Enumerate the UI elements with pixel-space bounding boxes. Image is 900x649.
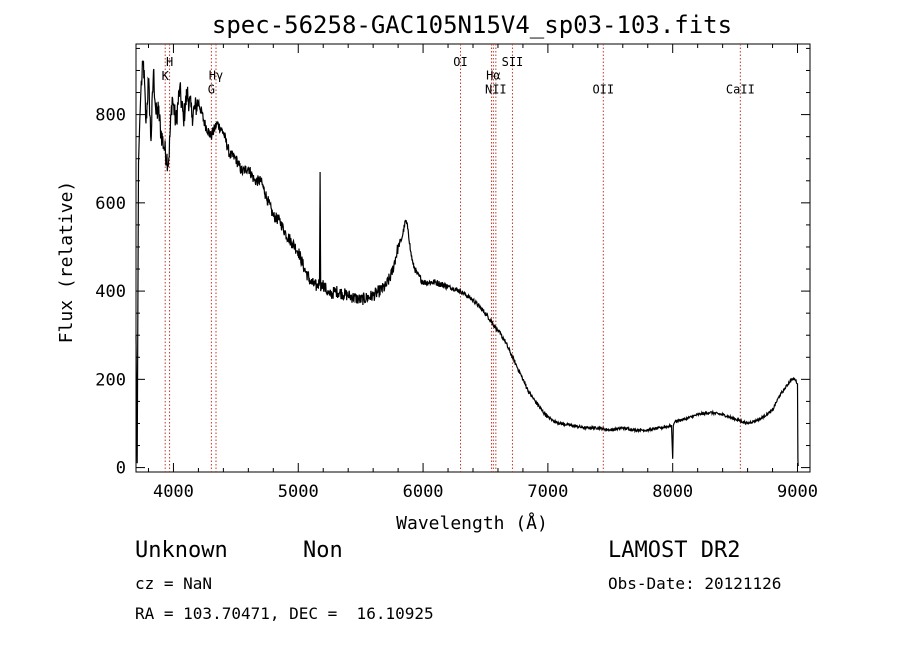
y-tick-label: 0 — [116, 459, 126, 479]
y-tick-label: 400 — [95, 282, 126, 302]
redshift-label: cz = NaN — [135, 574, 213, 593]
survey-label: LAMOST DR2 — [608, 538, 741, 563]
x-tick-label: 9000 — [777, 482, 818, 502]
spectral-line-label: Hα — [486, 68, 500, 82]
spectral-line-label: CaII — [726, 82, 755, 96]
spectral-line-markers — [164, 44, 741, 472]
spectral-line-label: NII — [485, 82, 507, 96]
chart-title: spec-56258-GAC105N15V4_sp03-103.fits — [212, 11, 732, 39]
y-axis-ticks: 0 200 400 600 800 — [95, 47, 810, 479]
spectral-line-label: G — [208, 82, 215, 96]
coordinates-label: RA = 103.70471, DEC = 16.10925 — [135, 604, 434, 623]
object-subclass-label: Non — [303, 538, 343, 563]
x-tick-label: 8000 — [652, 482, 693, 502]
x-tick-label: 6000 — [403, 482, 444, 502]
x-axis-label: Wavelength (Å) — [396, 512, 548, 534]
x-tick-label: 5000 — [278, 482, 319, 502]
spectral-line-label: Hγ — [209, 68, 223, 82]
plot-border — [135, 43, 811, 473]
spectral-line-label: K — [162, 69, 170, 83]
object-class-label: Unknown — [135, 538, 228, 563]
x-tick-label: 7000 — [527, 482, 568, 502]
spectral-line-label: OI — [453, 55, 467, 69]
obs-date-label: Obs-Date: 20121126 — [608, 574, 782, 593]
spectral-line-label: H — [166, 55, 173, 69]
plot-frame — [135, 43, 811, 473]
x-tick-label: 4000 — [153, 482, 194, 502]
spectrum-line — [135, 59, 799, 466]
spectral-line-label: OII — [592, 82, 614, 96]
x-axis-ticks: 4000 5000 6000 7000 8000 9000 — [147, 44, 818, 502]
spectral-line-label: SII — [502, 55, 524, 69]
y-tick-label: 600 — [95, 194, 126, 214]
y-tick-label: 200 — [95, 370, 126, 390]
y-tick-label: 800 — [95, 106, 126, 126]
y-axis-label: Flux (relative) — [56, 181, 77, 344]
